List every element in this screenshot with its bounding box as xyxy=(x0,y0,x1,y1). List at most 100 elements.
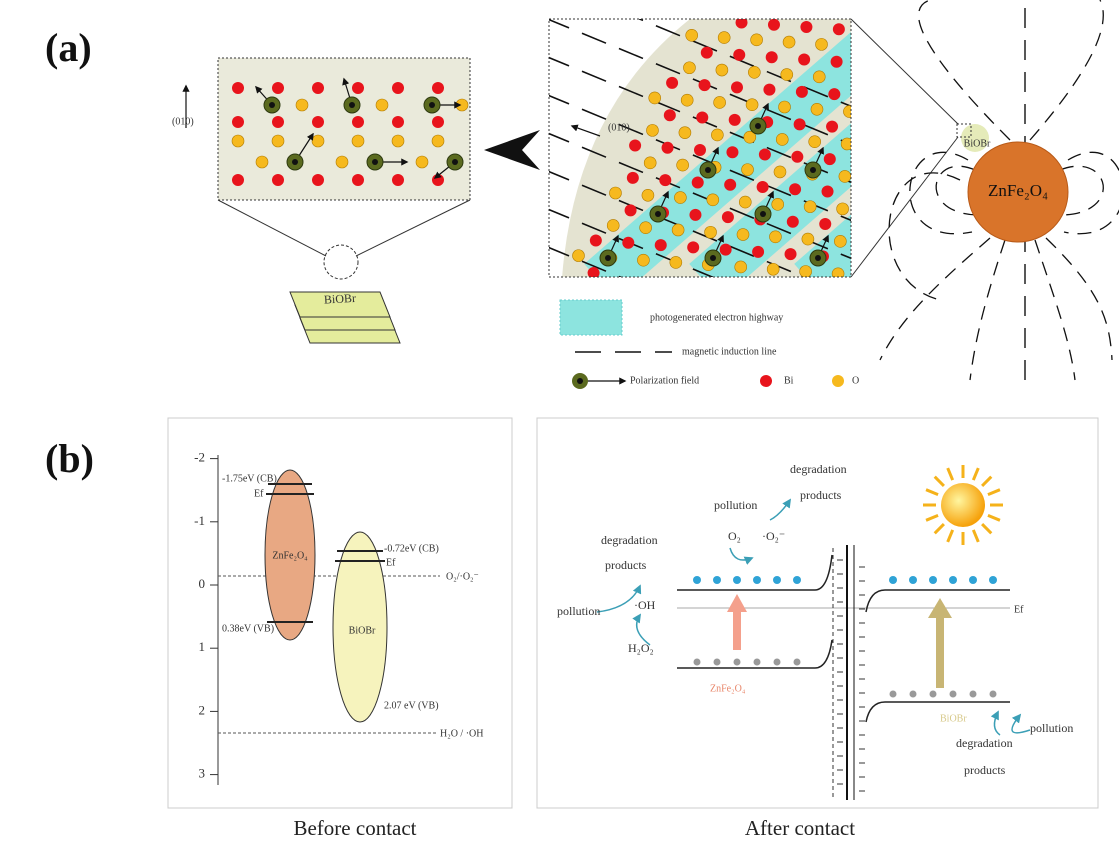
atom xyxy=(681,94,693,106)
dipole-core xyxy=(860,123,866,129)
semiconductor-label: BiOBr xyxy=(940,713,967,724)
atom xyxy=(666,77,678,89)
atom xyxy=(432,135,444,147)
caption: After contact xyxy=(745,816,855,840)
atom xyxy=(822,186,834,198)
atom xyxy=(841,138,853,150)
atom xyxy=(794,118,806,130)
process-label: degradation xyxy=(790,462,847,476)
hole xyxy=(734,659,741,666)
atom xyxy=(839,170,851,182)
atom xyxy=(804,201,816,213)
atom xyxy=(772,198,784,210)
atom xyxy=(312,116,324,128)
atom xyxy=(701,47,713,59)
hole xyxy=(774,659,781,666)
atom xyxy=(696,112,708,124)
atom xyxy=(809,136,821,148)
atom xyxy=(774,166,786,178)
dipole-core xyxy=(292,159,298,165)
atom xyxy=(726,146,738,158)
atom xyxy=(272,174,284,186)
process-label: products xyxy=(605,558,647,572)
electron xyxy=(989,576,997,584)
atom xyxy=(768,19,780,31)
atom xyxy=(625,204,637,216)
band-label: -1.75eV (CB) xyxy=(222,473,277,484)
atom xyxy=(312,82,324,94)
induction-line xyxy=(910,152,972,233)
legend-label: photogenerated electron highway xyxy=(650,312,783,323)
redox-label: O₂/·O₂⁻ xyxy=(446,571,479,582)
zoom-line xyxy=(356,200,470,256)
legend-label: Polarization field xyxy=(630,375,699,386)
species-label: O₂ xyxy=(728,529,741,543)
polarization-arrow xyxy=(968,104,978,126)
atom xyxy=(800,266,812,278)
y-tick-label: -1 xyxy=(194,513,205,528)
dipole xyxy=(855,118,871,134)
atom xyxy=(816,38,828,50)
hole xyxy=(970,691,977,698)
zoom-line xyxy=(851,137,958,277)
atom xyxy=(843,106,855,118)
electron xyxy=(889,576,897,584)
induction-line xyxy=(1046,238,1112,360)
atom xyxy=(659,174,671,186)
atom xyxy=(832,268,844,280)
legend-label: O xyxy=(852,375,859,386)
electron xyxy=(773,576,781,584)
atom xyxy=(572,250,584,262)
slab-label: BiOBr xyxy=(324,291,357,307)
y-tick-label: 3 xyxy=(199,766,206,781)
induction-line xyxy=(889,173,960,300)
atom xyxy=(312,174,324,186)
atom xyxy=(718,32,730,44)
zoom-circle xyxy=(324,245,358,279)
atom xyxy=(837,203,849,215)
band-label: Ef xyxy=(254,488,264,499)
atom xyxy=(739,196,751,208)
atom xyxy=(716,64,728,76)
atom xyxy=(742,164,754,176)
atom xyxy=(644,157,656,169)
atom xyxy=(781,69,793,81)
atom xyxy=(757,181,769,193)
atom xyxy=(692,176,704,188)
atom xyxy=(627,172,639,184)
species-label: ·O₂⁻ xyxy=(762,529,785,543)
legend-bi xyxy=(760,375,772,387)
atom xyxy=(824,153,836,165)
polarization-arrow xyxy=(918,148,928,170)
atom xyxy=(779,101,791,113)
atom xyxy=(677,159,689,171)
atom xyxy=(785,248,797,260)
atom xyxy=(352,82,364,94)
atom xyxy=(736,16,748,28)
band-label: Ef xyxy=(1014,604,1024,615)
atom xyxy=(687,241,699,253)
atom xyxy=(392,174,404,186)
redox-label: H₂O / ·OH xyxy=(440,728,483,739)
atom xyxy=(707,194,719,206)
dipole-core xyxy=(865,211,871,217)
dipole-core xyxy=(655,211,661,217)
process-label: pollution xyxy=(714,498,757,512)
band-label: -0.72eV (CB) xyxy=(384,543,439,554)
hole xyxy=(754,659,761,666)
atom xyxy=(735,261,747,273)
decoration xyxy=(168,0,1119,808)
electron xyxy=(949,576,957,584)
dipole-core xyxy=(349,102,355,108)
semiconductor-label: ZnFe₂O₄ xyxy=(272,550,308,561)
atom xyxy=(674,192,686,204)
atom xyxy=(748,66,760,78)
dipole-core xyxy=(705,167,711,173)
legend-o xyxy=(832,375,844,387)
atom xyxy=(376,99,388,111)
atom xyxy=(819,218,831,230)
particle-label: BiOBr xyxy=(964,138,991,149)
atom xyxy=(828,88,840,100)
hole xyxy=(890,691,897,698)
atom xyxy=(826,121,838,133)
